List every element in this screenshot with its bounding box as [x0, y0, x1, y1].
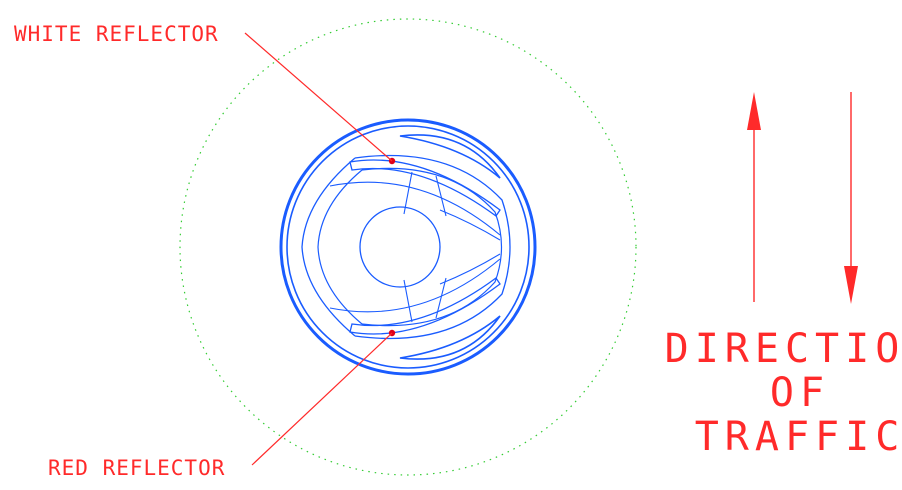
rib-top-left — [403, 171, 413, 215]
center-dome — [359, 206, 441, 288]
bottom-crescent — [399, 315, 501, 360]
bowl-upper-rib — [439, 209, 501, 241]
top-slot — [349, 159, 501, 217]
inner-rim — [286, 125, 530, 369]
bowl-top — [329, 181, 501, 236]
reflector-body — [279, 118, 537, 376]
guide-circle — [179, 18, 637, 476]
direction-line-3: TRAFFIC — [695, 414, 902, 460]
white-reflector-label: WHITE REFLECTOR — [14, 22, 219, 46]
direction-line-2: OF — [770, 370, 830, 416]
white-reflector-leader — [244, 32, 393, 162]
inner-left-edge — [317, 169, 363, 325]
bottom-slot — [349, 277, 501, 335]
inner-shell — [361, 167, 503, 327]
direction-line-1: DIRECTION — [665, 326, 902, 372]
outer-shell — [354, 154, 511, 340]
red-reflector-leader — [251, 332, 393, 466]
rib-bottom-left — [403, 279, 413, 323]
down-arrow — [844, 92, 858, 304]
bowl-bottom — [329, 258, 501, 313]
shell-left-edge — [301, 157, 356, 337]
up-arrow — [747, 92, 761, 302]
top-crescent — [399, 134, 501, 179]
outer-rim — [279, 118, 537, 376]
bowl-lower-rib — [439, 253, 501, 285]
red-reflector-label: RED REFLECTOR — [48, 456, 225, 480]
